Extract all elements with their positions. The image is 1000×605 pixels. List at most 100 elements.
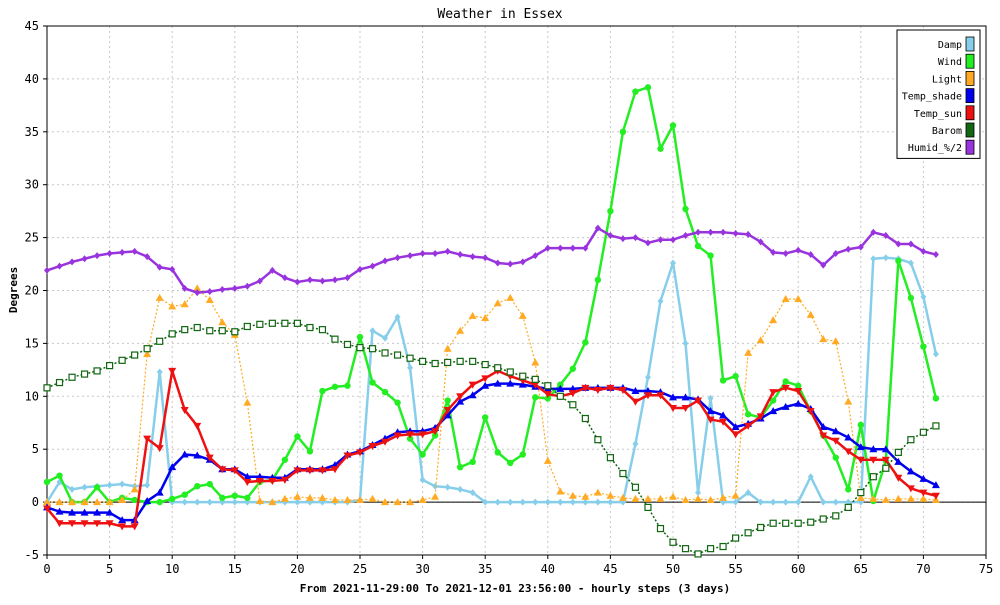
data-point-wind	[557, 381, 564, 388]
data-point-temp-sun	[80, 520, 89, 528]
data-point-humid-2	[494, 259, 501, 267]
data-point-wind	[932, 395, 940, 402]
data-point-damp	[582, 498, 589, 506]
data-point-temp-sun	[293, 467, 302, 475]
data-point-temp-sun	[706, 416, 715, 424]
data-point-wind	[406, 435, 414, 442]
data-point-temp-shade	[831, 427, 840, 435]
data-point-light	[418, 495, 427, 503]
data-point-humid-2	[181, 284, 188, 292]
data-point-temp-sun	[443, 407, 452, 415]
data-point-light	[168, 302, 177, 310]
data-point-damp	[532, 498, 539, 506]
data-point-humid-2	[920, 247, 927, 255]
data-point-temp-shade	[118, 516, 127, 524]
data-point-light	[268, 498, 277, 506]
data-point-temp-shade	[55, 507, 64, 515]
legend-label: Temp_shade	[902, 92, 962, 103]
data-point-barom	[556, 392, 564, 400]
data-point-damp	[382, 334, 389, 342]
data-point-wind	[907, 294, 915, 302]
data-point-wind	[782, 378, 789, 385]
data-point-damp	[807, 473, 814, 481]
data-point-barom	[594, 436, 602, 444]
data-point-temp-sun	[581, 384, 590, 392]
data-point-barom	[681, 545, 690, 553]
data-point-temp-sun	[456, 393, 465, 401]
data-point-light	[93, 498, 102, 506]
data-point-humid-2	[44, 266, 50, 274]
data-point-wind	[56, 472, 63, 479]
data-point-humid-2	[194, 289, 201, 297]
data-point-temp-shade	[631, 387, 640, 395]
data-point-humid-2	[657, 236, 664, 244]
data-point-light	[618, 493, 627, 501]
series-lines	[43, 84, 940, 558]
data-point-light	[769, 316, 778, 324]
data-point-wind	[845, 486, 852, 493]
x-tick-label: 35	[478, 562, 492, 576]
data-point-barom	[206, 327, 214, 335]
data-point-light	[756, 336, 765, 344]
data-point-damp	[206, 498, 213, 506]
data-point-barom	[231, 328, 239, 336]
data-point-barom	[343, 340, 352, 349]
data-point-temp-shade	[481, 381, 490, 389]
data-point-barom	[644, 503, 652, 511]
legend-label: Humid_%/2	[908, 143, 962, 154]
data-point-damp	[820, 498, 827, 506]
data-point-light	[193, 284, 202, 292]
data-point-light	[80, 498, 89, 506]
legend-swatch	[965, 105, 975, 121]
data-point-light	[856, 493, 865, 501]
data-point-temp-sun	[381, 438, 390, 446]
data-point-wind	[444, 397, 451, 404]
data-point-light	[631, 494, 640, 502]
series-barom	[43, 319, 940, 558]
data-point-wind	[594, 276, 602, 284]
data-point-humid-2	[670, 236, 676, 244]
data-point-damp	[732, 498, 739, 506]
data-point-light	[694, 494, 703, 502]
data-point-light	[330, 495, 339, 503]
data-point-damp	[194, 498, 201, 506]
data-point-light	[443, 344, 452, 352]
data-point-barom	[393, 351, 402, 359]
data-point-humid-2	[870, 228, 877, 236]
data-point-humid-2	[745, 230, 752, 238]
data-point-temp-sun	[669, 404, 677, 412]
legend-swatch	[965, 53, 975, 69]
data-point-wind	[657, 145, 664, 152]
data-point-light	[794, 294, 803, 302]
data-point-humid-2	[619, 235, 626, 243]
data-point-barom	[143, 345, 151, 353]
y-tick-label: 35	[25, 125, 39, 139]
data-point-wind	[43, 478, 51, 486]
y-tick-label: 0	[32, 495, 39, 509]
data-point-barom	[256, 320, 264, 328]
data-point-barom	[281, 319, 289, 327]
series-humid-2	[44, 224, 939, 297]
data-point-temp-sun	[105, 520, 114, 528]
data-point-wind	[669, 122, 677, 129]
x-tick-label: 30	[415, 562, 429, 576]
data-point-light	[118, 495, 127, 503]
data-point-wind	[744, 411, 752, 418]
x-tick-label: 10	[165, 562, 179, 576]
data-point-barom	[131, 351, 139, 359]
data-point-temp-shade	[556, 384, 565, 392]
data-point-temp-sun	[218, 466, 227, 474]
data-point-wind	[244, 494, 251, 502]
data-point-temp-sun	[43, 505, 51, 513]
data-point-light	[656, 494, 665, 502]
data-point-damp	[69, 485, 76, 493]
data-point-wind	[131, 496, 138, 504]
data-point-light	[518, 311, 527, 319]
legend-swatch	[965, 71, 975, 86]
y-tick-label: -5	[25, 548, 39, 562]
data-point-wind	[857, 421, 864, 429]
data-point-wind	[219, 494, 226, 502]
data-point-temp-sun	[406, 431, 415, 439]
data-point-temp-sun	[280, 476, 289, 484]
